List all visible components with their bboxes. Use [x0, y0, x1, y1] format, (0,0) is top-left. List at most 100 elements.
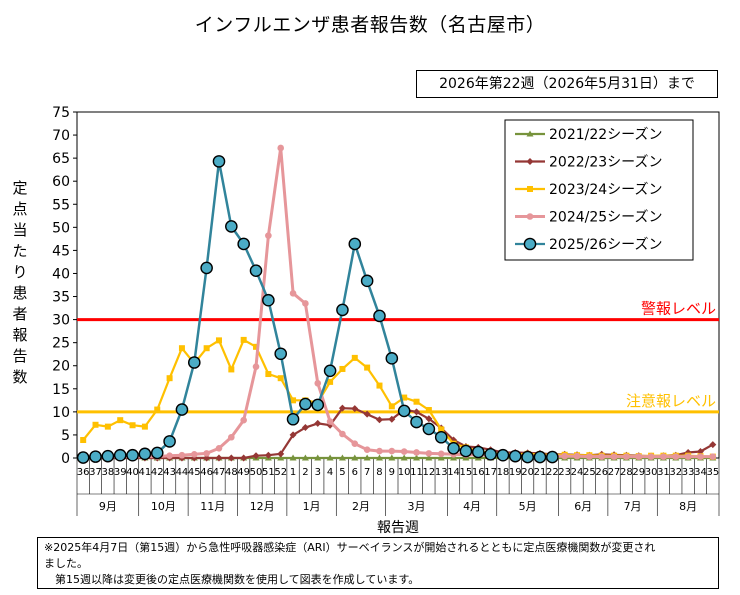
- data-point: [336, 303, 349, 317]
- data-point: [348, 237, 362, 251]
- y-axis-label-char: 定: [12, 179, 28, 197]
- data-point: [351, 405, 359, 413]
- data-point: [314, 379, 322, 387]
- week-tick-label: 24: [571, 467, 584, 478]
- y-axis-label-char: 数: [12, 368, 28, 386]
- data-point: [227, 454, 235, 462]
- date-range-box: 2026年第22週（2026年5月31日）まで: [416, 70, 718, 98]
- week-tick-label: 23: [558, 467, 571, 478]
- data-point: [277, 450, 285, 458]
- data-point: [265, 371, 272, 378]
- data-point: [264, 451, 272, 459]
- data-point: [438, 426, 445, 433]
- y-tick-label: 0: [61, 451, 70, 467]
- week-tick-label: 30: [645, 467, 658, 478]
- data-point: [385, 352, 399, 365]
- data-point: [286, 412, 300, 426]
- y-tick-label: 10: [52, 405, 70, 421]
- y-axis-label-char: 報: [12, 326, 28, 344]
- week-tick-label: 46: [200, 467, 213, 478]
- data-point: [215, 337, 222, 344]
- data-point: [375, 416, 383, 424]
- data-point: [175, 403, 189, 416]
- week-tick-label: 22: [546, 467, 559, 478]
- y-tick-label: 75: [52, 105, 70, 121]
- data-point: [141, 423, 148, 430]
- data-point: [376, 382, 383, 389]
- data-point: [363, 454, 371, 461]
- data-point: [397, 404, 411, 418]
- data-point: [277, 144, 285, 152]
- week-tick-label: 1: [290, 467, 296, 478]
- data-point: [526, 158, 534, 165]
- data-point: [709, 453, 717, 460]
- data-point: [351, 440, 359, 447]
- reference-line-label: 注意報レベル: [626, 392, 716, 410]
- data-point: [709, 441, 717, 449]
- data-point: [338, 454, 346, 461]
- series-line: [83, 407, 714, 460]
- data-point: [252, 452, 260, 460]
- week-tick-label: 26: [595, 467, 608, 478]
- data-point: [215, 454, 223, 462]
- week-tick-label: 14: [447, 467, 460, 478]
- y-tick-label: 20: [52, 359, 70, 375]
- month-label: 1月: [303, 500, 321, 513]
- data-point: [697, 453, 704, 460]
- week-tick-label: 34: [694, 467, 707, 478]
- week-tick-label: 18: [497, 467, 510, 478]
- data-point: [92, 421, 99, 428]
- data-point: [129, 422, 136, 429]
- week-tick-label: 28: [620, 467, 633, 478]
- week-tick-label: 42: [151, 467, 164, 478]
- y-tick-label: 30: [52, 313, 70, 329]
- data-point: [138, 447, 152, 461]
- data-point: [360, 274, 374, 288]
- data-point: [253, 343, 260, 350]
- week-tick-label: 12: [422, 467, 435, 478]
- data-point: [527, 186, 533, 192]
- y-axis-label: 定点当たり患者報告数: [8, 178, 32, 388]
- data-point: [228, 366, 235, 373]
- data-point: [401, 394, 408, 401]
- data-point: [647, 453, 655, 460]
- data-point: [437, 450, 445, 458]
- week-tick-label: 25: [583, 467, 596, 478]
- data-point: [166, 452, 173, 459]
- week-tick-label: 2: [302, 467, 308, 478]
- legend-label: 2025/26シーズン: [549, 237, 662, 253]
- y-tick-label: 65: [52, 151, 70, 167]
- data-point: [265, 232, 272, 239]
- data-point: [376, 447, 383, 455]
- data-point: [240, 336, 247, 343]
- footnote-line-3: 第15週以降は変更後の定点医療機関数を使用して図表を作成しています。: [44, 573, 420, 586]
- data-point: [364, 364, 371, 371]
- week-tick-label: 19: [509, 467, 522, 478]
- data-point: [76, 451, 90, 464]
- data-point: [323, 364, 337, 378]
- data-point: [252, 363, 260, 370]
- chart-title: インフルエンザ患者報告数（名古屋市）: [194, 14, 546, 36]
- week-tick-label: 29: [632, 467, 645, 478]
- data-point: [413, 454, 421, 461]
- data-point: [363, 446, 371, 453]
- month-label: 3月: [408, 500, 426, 513]
- legend-item: 2025/26シーズン: [515, 237, 662, 253]
- data-point: [351, 354, 358, 361]
- week-tick-label: 52: [274, 467, 287, 478]
- week-tick-label: 21: [534, 467, 547, 478]
- data-point: [400, 454, 408, 461]
- data-point: [301, 454, 309, 461]
- data-point: [249, 264, 263, 277]
- week-tick-label: 27: [608, 467, 621, 478]
- week-tick-label: 36: [77, 467, 90, 478]
- week-tick-label: 35: [706, 467, 719, 478]
- y-axis-label-char: り: [12, 263, 28, 281]
- legend-item: 2022/23シーズン: [515, 155, 662, 171]
- y-tick-label: 50: [52, 220, 70, 236]
- data-point: [422, 422, 436, 436]
- data-point: [388, 403, 395, 410]
- data-point: [339, 430, 346, 438]
- month-label: 4月: [463, 500, 481, 513]
